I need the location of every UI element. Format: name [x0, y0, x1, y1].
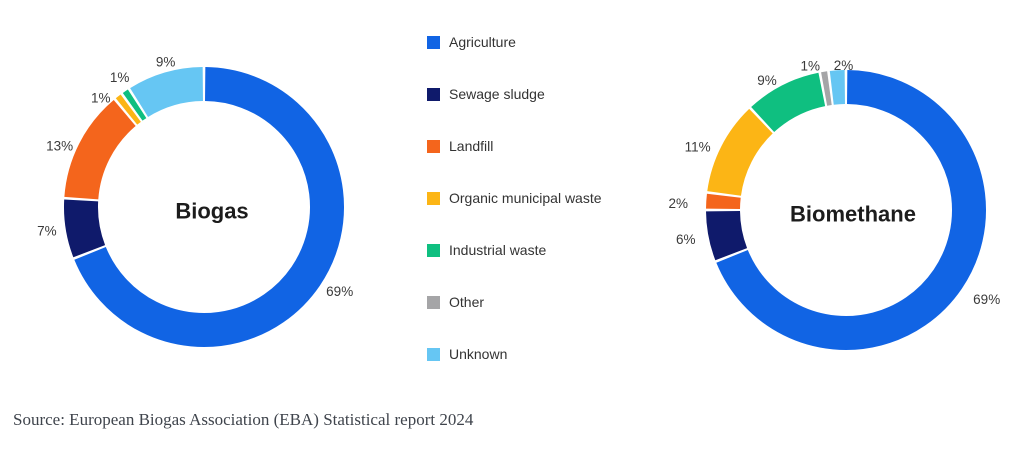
legend-item-unknown: Unknown	[427, 347, 602, 361]
slice-label-unknown: 2%	[834, 58, 854, 73]
donut-segment-unknown	[130, 67, 204, 118]
donut-segment-unknown	[829, 70, 846, 105]
source-note: Source: European Biogas Association (EBA…	[13, 410, 474, 429]
legend-item-organic-municipal-waste: Organic municipal waste	[427, 191, 602, 205]
donut-segment-other	[821, 71, 832, 106]
industrial-waste-swatch-icon	[427, 243, 440, 257]
slice-label-organic-municipal-waste: 1%	[91, 90, 111, 105]
slice-label-unknown: 9%	[156, 55, 176, 70]
legend-label: Other	[449, 294, 485, 310]
slice-label-sewage-sludge: 6%	[676, 232, 696, 247]
slice-label-agriculture: 69%	[973, 292, 1000, 307]
sewage-sludge-swatch-icon	[427, 87, 440, 101]
legend-label: Landfill	[449, 138, 494, 154]
slice-label-landfill: 2%	[669, 196, 689, 211]
legend-label: Agriculture	[449, 34, 516, 50]
legend-label: Unknown	[449, 346, 508, 362]
legend-item-agriculture: Agriculture	[427, 35, 602, 49]
donut-segment-industrial-waste	[122, 89, 147, 121]
donut-segment-industrial-waste	[751, 72, 826, 133]
slice-label-organic-municipal-waste: 11%	[685, 140, 711, 155]
organic-municipal-waste-swatch-icon	[427, 191, 440, 205]
donut-center-title: Biomethane	[790, 202, 916, 227]
donut-segment-sewage-sludge	[64, 199, 106, 258]
chart-legend: Agriculture Sewage sludge Landfill Organ…	[427, 35, 602, 361]
legend-item-other: Other	[427, 295, 602, 309]
donut-segment-sewage-sludge	[706, 210, 748, 261]
unknown-swatch-icon	[427, 347, 440, 361]
legend-item-landfill: Landfill	[427, 139, 602, 153]
legend-label: Industrial waste	[449, 242, 547, 258]
biogas-donut-chart: 69% 7% 13% 1% 1% 9% Biogas	[37, 55, 353, 347]
legend-item-industrial-waste: Industrial waste	[427, 243, 602, 257]
slice-label-industrial-waste: 9%	[757, 73, 777, 88]
donut-segment-organic-municipal-waste	[115, 94, 141, 125]
agriculture-swatch-icon	[427, 35, 440, 49]
donut-segment-landfill	[64, 99, 137, 200]
donut-segment-organic-municipal-waste	[707, 108, 774, 197]
slice-label-industrial-waste: 1%	[110, 70, 130, 85]
donut-segment-agriculture	[74, 67, 344, 347]
slice-label-other: 1%	[800, 58, 820, 73]
legend-item-sewage-sludge: Sewage sludge	[427, 87, 602, 101]
donut-center-title: Biogas	[175, 199, 248, 224]
biomethane-donut-chart: 69% 6% 2% 11% 9% 1% 2% Biomethane	[669, 58, 1000, 350]
donut-segment-agriculture	[716, 70, 986, 350]
legend-label: Sewage sludge	[449, 86, 545, 102]
donut-segment-landfill	[706, 193, 741, 210]
other-swatch-icon	[427, 295, 440, 309]
slice-label-agriculture: 69%	[326, 284, 353, 299]
landfill-swatch-icon	[427, 139, 440, 153]
slice-label-landfill: 13%	[46, 139, 73, 154]
legend-label: Organic municipal waste	[449, 190, 602, 206]
slice-label-sewage-sludge: 7%	[37, 223, 57, 238]
